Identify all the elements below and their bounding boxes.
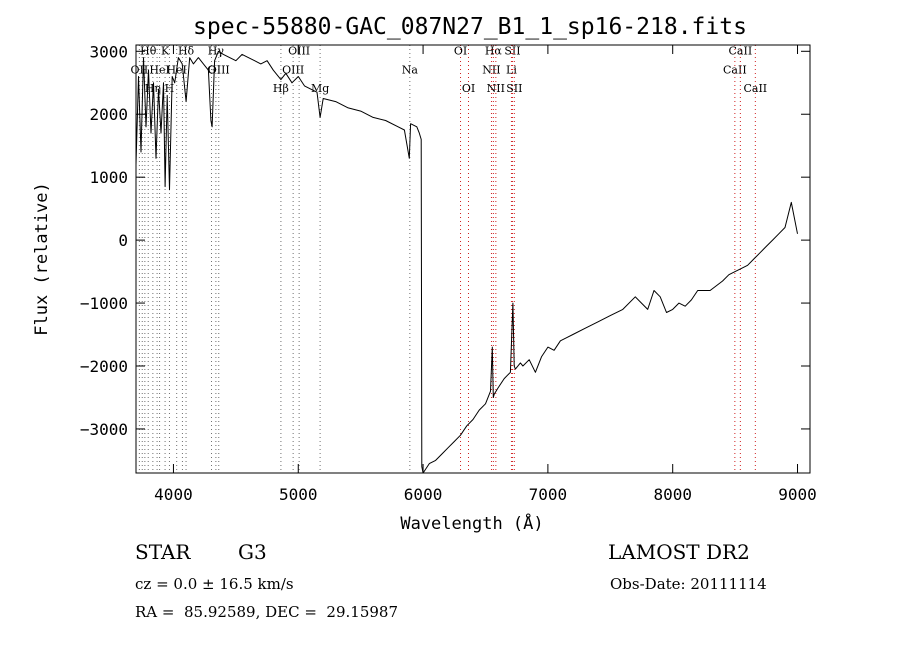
x-tick-label-1: 5000 bbox=[279, 485, 318, 504]
y-tick-label-1: −2000 bbox=[80, 357, 128, 376]
x-tick-label-3: 7000 bbox=[529, 485, 568, 504]
y-ticks: −3000 −2000 −1000 0 1000 2000 3000 bbox=[80, 42, 810, 439]
line-mark-label-27: SII bbox=[506, 82, 522, 95]
x-tick-label-2: 6000 bbox=[404, 485, 443, 504]
y-axis-label: Flux (relative) bbox=[32, 182, 52, 336]
line-mark-label-25: Li bbox=[506, 63, 517, 76]
line-mark-label-17: OIII bbox=[288, 44, 310, 57]
x-tick-label-0: 4000 bbox=[154, 485, 193, 504]
line-mark-label-30: CaII bbox=[743, 82, 767, 95]
y-tick-label-0: −3000 bbox=[80, 420, 128, 439]
line-mark-label-12: G bbox=[207, 63, 216, 76]
ra-dec-readout: RA = 85.92589, DEC = 29.15987 bbox=[135, 603, 399, 621]
y-tick-label-4: 1000 bbox=[89, 168, 128, 187]
line-mark-label-19: Na bbox=[402, 63, 419, 76]
series-layer bbox=[135, 50, 798, 474]
x-axis-label: Wavelength (Å) bbox=[400, 512, 543, 534]
y-tick-label-6: 3000 bbox=[89, 42, 128, 61]
object-type: STAR bbox=[135, 540, 191, 564]
obs-date: Obs-Date: 20111114 bbox=[610, 575, 767, 593]
spectrum-series-0 bbox=[135, 50, 798, 474]
line-mark-label-26: SII bbox=[504, 44, 520, 57]
x-ticks: 4000 5000 6000 7000 8000 9000 bbox=[154, 45, 817, 504]
x-tick-label-4: 8000 bbox=[653, 485, 692, 504]
line-mark-label-8: H bbox=[165, 82, 175, 95]
line-mark-label-24: NII bbox=[487, 82, 505, 95]
redshift-readout: cz = 0.0 ± 16.5 km/s bbox=[135, 575, 294, 593]
line-mark-label-21: OI bbox=[462, 82, 475, 95]
line-marks-layer: OIIHθHηHeIKHHeIHδGHγOIIIHβOIIIOIIIMgNaOI… bbox=[131, 44, 767, 473]
y-tick-label-3: 0 bbox=[118, 231, 128, 250]
line-mark-label-3: Hθ bbox=[140, 44, 157, 57]
x-tick-label-5: 9000 bbox=[778, 485, 817, 504]
plot-frame bbox=[135, 44, 811, 474]
line-mark-label-23: Hα bbox=[485, 44, 503, 57]
line-mark-label-29: CaII bbox=[729, 44, 753, 57]
line-mark-label-28: CaII bbox=[723, 63, 747, 76]
y-tick-label-5: 2000 bbox=[89, 105, 128, 124]
object-class: G3 bbox=[238, 540, 267, 564]
line-mark-label-15: Hβ bbox=[273, 82, 289, 95]
survey-name: LAMOST DR2 bbox=[608, 540, 750, 564]
line-mark-label-13: Hγ bbox=[208, 44, 225, 57]
line-mark-label-20: OI bbox=[454, 44, 467, 57]
line-mark-label-7: K bbox=[161, 44, 170, 57]
y-tick-label-2: −1000 bbox=[80, 294, 128, 313]
line-mark-label-22: NII bbox=[482, 63, 500, 76]
line-mark-label-14: OIII bbox=[208, 63, 230, 76]
line-mark-label-0: OII bbox=[131, 63, 149, 76]
chart-title: spec-55880-GAC_087N27_B1_1_sp16-218.fits bbox=[193, 14, 747, 40]
line-mark-label-11: Hδ bbox=[178, 44, 195, 57]
line-mark-label-18: Mg bbox=[311, 82, 329, 95]
